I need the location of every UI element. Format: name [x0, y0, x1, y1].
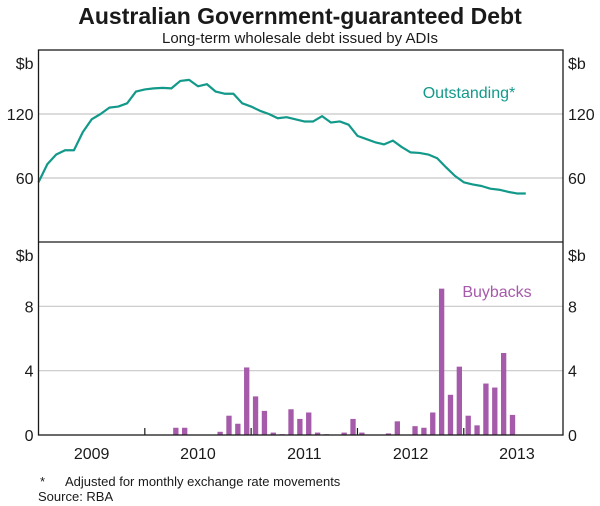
buyback-bar: [217, 431, 223, 435]
y-tick-label-left: 0: [25, 428, 34, 445]
y-tick-label-left: 120: [7, 107, 34, 124]
buyback-bar: [430, 412, 436, 435]
buyback-bar: [270, 432, 276, 435]
buyback-bar: [492, 387, 498, 435]
y-tick-label-right: 4: [568, 364, 577, 381]
buyback-bar: [421, 427, 427, 435]
y-tick-label-right: 8: [568, 299, 577, 316]
buyback-bar: [465, 415, 471, 435]
buyback-bar: [297, 418, 303, 435]
y-tick-label-right: 60: [568, 171, 586, 188]
chart-subtitle: Long-term wholesale debt issued by ADIs: [162, 30, 438, 47]
buyback-bar: [394, 421, 400, 435]
outstanding-annotation: Outstanding*: [423, 85, 516, 102]
outstanding-line: [37, 78, 526, 195]
buyback-bar: [385, 433, 392, 435]
buyback-bar: [474, 425, 480, 435]
y-tick-label-left: 4: [25, 364, 34, 381]
buyback-bar: [500, 352, 507, 435]
x-tick-label: 2009: [74, 446, 110, 463]
x-tick-label: 2011: [287, 446, 322, 463]
buyback-bar: [288, 409, 294, 435]
y-unit-label-right: $b: [568, 248, 586, 265]
buyback-bar: [412, 426, 418, 435]
buyback-bar: [226, 415, 232, 435]
buyback-bar: [306, 412, 312, 435]
buyback-bar: [244, 367, 250, 435]
buyback-bar: [456, 366, 462, 435]
buyback-bar: [483, 383, 489, 435]
y-tick-label-right: 0: [568, 428, 577, 445]
source-note: Source: RBA: [38, 489, 113, 504]
footnote-marker: *: [40, 474, 45, 489]
buybacks-annotation: Buybacks: [462, 284, 531, 301]
buyback-bar: [447, 394, 454, 435]
buyback-bar: [261, 410, 268, 435]
buyback-bar: [350, 418, 356, 435]
x-tick-label: 2013: [499, 446, 535, 463]
buyback-bar: [235, 423, 241, 435]
buyback-bar: [509, 414, 516, 435]
buyback-bar: [173, 427, 179, 435]
buyback-bar: [182, 427, 188, 435]
buyback-bar: [341, 432, 347, 435]
x-tick-label: 2010: [180, 446, 216, 463]
chart-title: Australian Government-guaranteed Debt: [78, 3, 522, 29]
buyback-bar: [314, 432, 321, 435]
buyback-bar: [359, 432, 365, 435]
y-unit-label-left: $b: [16, 248, 34, 265]
y-unit-label-left: $b: [16, 56, 34, 73]
footnote: Adjusted for monthly exchange rate movem…: [65, 474, 341, 489]
y-tick-label-left: 8: [25, 299, 34, 316]
buyback-bar: [438, 288, 445, 435]
buyback-bar: [252, 396, 259, 435]
x-tick-label: 2012: [393, 446, 429, 463]
y-tick-label-right: 120: [568, 107, 595, 124]
y-tick-label-left: 60: [16, 171, 34, 188]
y-unit-label-right: $b: [568, 56, 586, 73]
